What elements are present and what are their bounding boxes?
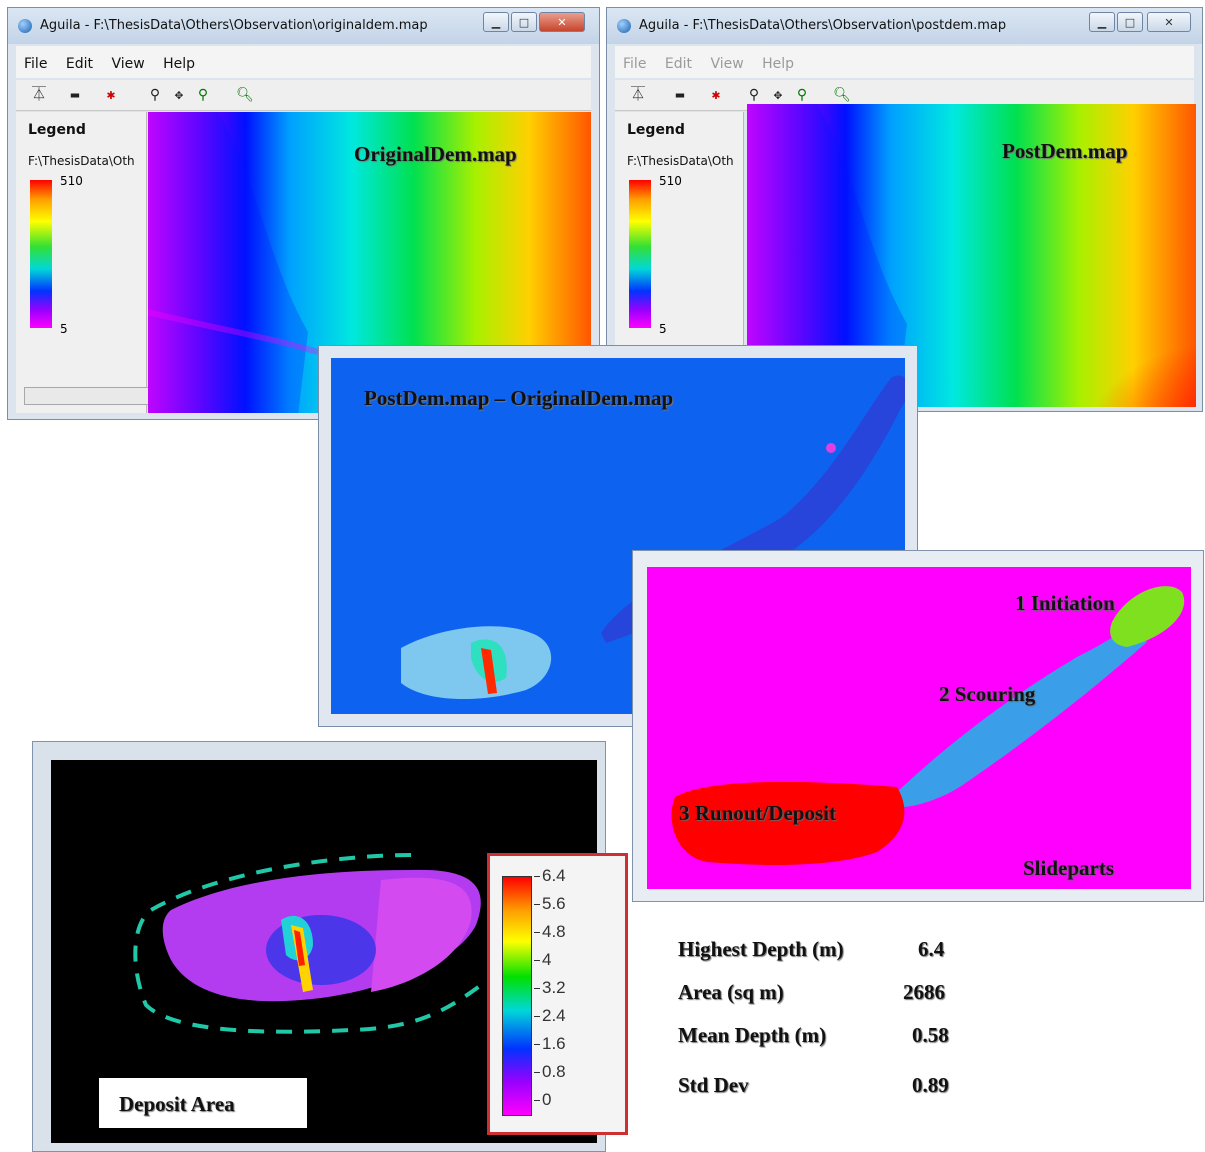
- aguila-logo-icon: [18, 19, 32, 33]
- slideparts-title: Slideparts: [1023, 856, 1115, 880]
- axis-icon[interactable]: ✱: [106, 87, 116, 103]
- zoom-in-icon[interactable]: ⚲: [197, 87, 209, 103]
- toolbar: ⏄ ▬ ✱ ⚲ ✥ ⚲ 🔍︎: [16, 80, 591, 111]
- menu-help[interactable]: Help: [163, 56, 196, 72]
- menu-file[interactable]: File: [24, 56, 48, 72]
- aguila-logo-icon: [617, 19, 631, 33]
- slideparts-label-runout: 3 Runout/Deposit: [679, 801, 836, 825]
- legend-tick: 4: [533, 950, 552, 969]
- legend-tick: 5.6: [534, 894, 566, 913]
- pan-icon[interactable]: ✥: [773, 87, 783, 103]
- legend-tick: 3.2: [534, 978, 566, 997]
- layer-icon[interactable]: ▬: [70, 87, 80, 103]
- stat-value-std-dev: 0.89: [912, 1073, 949, 1097]
- map-title: PostDem.map: [1002, 139, 1128, 163]
- stat-label-std-dev: Std Dev: [678, 1073, 749, 1097]
- slideparts-map-view[interactable]: 1 Initiation 2 Scouring 3 Runout/Deposit…: [647, 567, 1191, 889]
- map-view-icon[interactable]: ⏄: [32, 87, 46, 103]
- maximize-icon[interactable]: □: [511, 12, 537, 32]
- menu-view[interactable]: View: [111, 56, 145, 72]
- close-icon[interactable]: ✕: [539, 12, 585, 32]
- aguila-window-post: Aguila - F:\ThesisData\Others\Observatio…: [606, 7, 1203, 412]
- slideparts-shapes: [671, 586, 1185, 865]
- horizontal-scrollbar[interactable]: [24, 387, 154, 405]
- stat-value-area: 2686: [903, 980, 945, 1004]
- legend-tick: 0.8: [534, 1062, 566, 1081]
- menu-help[interactable]: Help: [762, 56, 795, 72]
- menu-edit[interactable]: Edit: [664, 56, 693, 72]
- window-title: Aguila - F:\ThesisData\Others\Observatio…: [639, 18, 1007, 33]
- slideparts-label-initiation: 1 Initiation: [1015, 591, 1115, 615]
- pan-icon[interactable]: ✥: [174, 87, 184, 103]
- maximize-icon[interactable]: □: [1117, 12, 1143, 32]
- menu-view[interactable]: View: [710, 56, 744, 72]
- legend-max: 510: [659, 174, 682, 188]
- stat-label-area: Area (sq m): [678, 980, 784, 1004]
- zoom-map-icon[interactable]: ⚲: [149, 87, 161, 103]
- stat-value-mean-depth: 0.58: [912, 1023, 949, 1047]
- axis-icon[interactable]: ✱: [711, 87, 721, 103]
- zoom-out-icon[interactable]: 🔍︎: [236, 87, 254, 103]
- menu-edit[interactable]: Edit: [65, 56, 94, 72]
- legend-tick: 4.8: [534, 922, 566, 941]
- zoom-map-icon[interactable]: ⚲: [748, 87, 760, 103]
- minimize-icon[interactable]: ▁: [483, 12, 509, 32]
- title-bar[interactable]: Aguila - F:\ThesisData\Others\Observatio…: [8, 8, 599, 44]
- legend-tick: 6.4: [534, 866, 566, 885]
- zoom-out-icon[interactable]: 🔍︎: [833, 87, 851, 103]
- legend-tick: 1.6: [534, 1034, 566, 1053]
- stat-label-mean-depth: Mean Depth (m): [678, 1023, 827, 1047]
- stat-label-highest-depth: Highest Depth (m): [678, 937, 844, 961]
- deposit-depth-legend: 6.4 5.6 4.8 4 3.2 2.4 1.6 0.8 0: [487, 853, 628, 1135]
- dem-map-shading: [747, 104, 907, 407]
- legend-path: F:\ThesisData\Oth: [28, 154, 135, 168]
- legend-min: 5: [659, 322, 667, 336]
- minimize-icon[interactable]: ▁: [1089, 12, 1115, 32]
- legend-path: F:\ThesisData\Oth: [627, 154, 734, 168]
- legend-tick: 0: [533, 1090, 552, 1109]
- layer-icon[interactable]: ▬: [675, 87, 685, 103]
- stat-value-highest-depth: 6.4: [918, 937, 945, 961]
- map-title: OriginalDem.map: [354, 142, 517, 166]
- title-bar[interactable]: Aguila - F:\ThesisData\Others\Observatio…: [607, 8, 1202, 44]
- deposit-area-label: Deposit Area: [119, 1092, 235, 1116]
- deposit-shapes: [133, 853, 483, 1034]
- legend-tick: 2.4: [534, 1006, 566, 1025]
- zoom-in-icon[interactable]: ⚲: [796, 87, 808, 103]
- deposit-color-ramp: [502, 876, 532, 1116]
- legend-title: Legend: [28, 122, 86, 138]
- slideparts-label-scouring: 2 Scouring: [939, 682, 1036, 706]
- menu-bar: File Edit View Help: [615, 46, 1194, 78]
- menu-bar: File Edit View Help: [16, 46, 591, 78]
- aguila-window-original: Aguila - F:\ThesisData\Others\Observatio…: [7, 7, 600, 420]
- legend-title: Legend: [627, 122, 685, 138]
- legend-color-ramp: [30, 180, 52, 328]
- deposit-area-label-box: Deposit Area: [99, 1078, 307, 1128]
- menu-file[interactable]: File: [623, 56, 647, 72]
- legend-color-ramp: [629, 180, 651, 328]
- legend-panel: Legend F:\ThesisData\Oth 510 5: [16, 112, 154, 413]
- map-view-icon[interactable]: ⏄: [631, 87, 645, 103]
- legend-max: 510: [60, 174, 83, 188]
- window-title: Aguila - F:\ThesisData\Others\Observatio…: [40, 18, 428, 33]
- close-icon[interactable]: ✕: [1147, 12, 1191, 32]
- map-title: PostDem.map – OriginalDem.map: [364, 386, 674, 410]
- dem-map-shading: [148, 112, 319, 413]
- legend-min: 5: [60, 322, 68, 336]
- slideparts-window: 1 Initiation 2 Scouring 3 Runout/Deposit…: [632, 550, 1204, 902]
